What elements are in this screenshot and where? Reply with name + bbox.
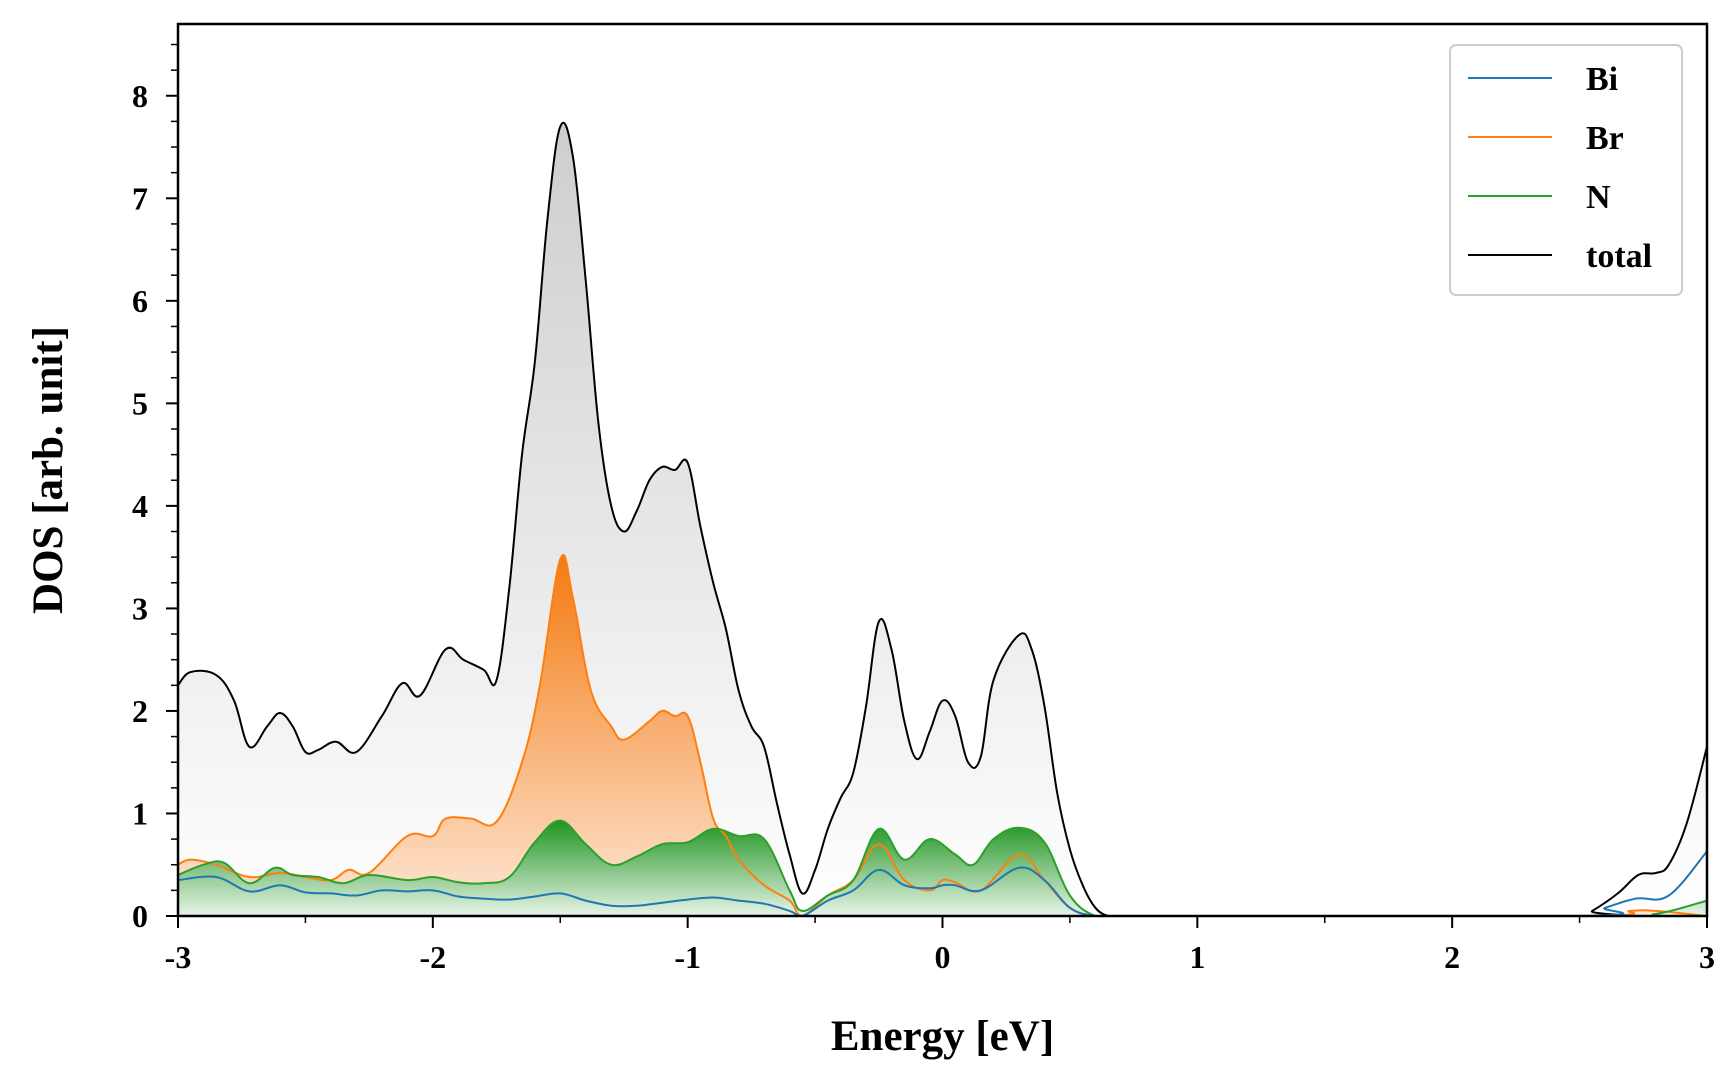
x-tick-label: 3 <box>1699 939 1715 975</box>
axes: -3 -2 -1 0 1 2 3 0 1 2 3 4 5 6 7 8 <box>132 22 1715 975</box>
legend-box <box>1449 44 1683 296</box>
y-tick-label: 8 <box>132 78 148 114</box>
legend-label-bi: Bi <box>1586 61 1618 98</box>
series-line-total <box>177 121 1708 918</box>
y-tick-label: 2 <box>132 693 148 729</box>
y-tick-label: 5 <box>132 385 148 421</box>
series-line-n <box>177 819 1708 918</box>
x-axis-title: Energy [eV] <box>831 1013 1054 1060</box>
x-tick-label: 2 <box>1444 939 1460 975</box>
x-tick-label: -1 <box>674 939 701 975</box>
y-tick-label: 7 <box>132 180 148 216</box>
legend-label-n: N <box>1586 179 1611 216</box>
y-tick-label: 0 <box>132 898 148 934</box>
y-tick-label: 4 <box>132 488 148 524</box>
legend-label-br: Br <box>1586 120 1624 157</box>
y-tick-label: 6 <box>132 283 148 319</box>
y-axis-title: DOS [arb. unit] <box>25 326 72 614</box>
fill-layer <box>178 122 1707 917</box>
legend-label-total: total <box>1586 238 1652 275</box>
y-tick-label: 1 <box>132 795 148 831</box>
x-tick-label: -3 <box>165 939 192 975</box>
y-tick-label: 3 <box>132 590 148 626</box>
x-tick-label: 0 <box>935 939 951 975</box>
fill-area-n <box>178 820 1707 916</box>
x-tick-label: 1 <box>1189 939 1205 975</box>
x-tick-label: -2 <box>420 939 447 975</box>
